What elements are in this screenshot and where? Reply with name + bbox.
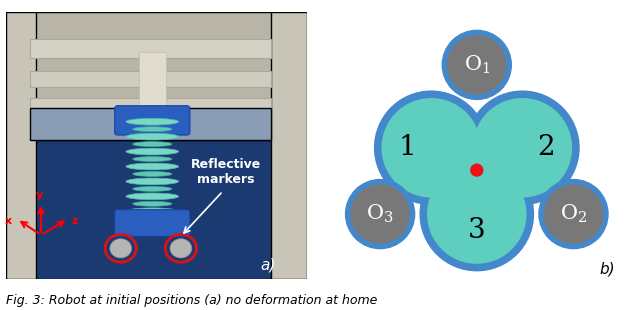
Ellipse shape	[126, 193, 179, 200]
Circle shape	[427, 164, 527, 264]
Ellipse shape	[132, 171, 172, 176]
Circle shape	[447, 35, 506, 95]
Text: y: y	[36, 190, 43, 200]
Circle shape	[351, 184, 410, 244]
FancyBboxPatch shape	[31, 39, 271, 58]
Text: 2: 2	[537, 134, 555, 161]
Text: $\mathregular{O_3}$: $\mathregular{O_3}$	[366, 203, 394, 225]
Text: $\mathregular{O_1}$: $\mathregular{O_1}$	[463, 54, 490, 76]
Circle shape	[473, 98, 572, 197]
Text: $\mathregular{O_2}$: $\mathregular{O_2}$	[560, 203, 587, 225]
FancyBboxPatch shape	[31, 108, 271, 140]
Ellipse shape	[126, 133, 179, 140]
Text: Fig. 3: Robot at initial positions (a) no deformation at home: Fig. 3: Robot at initial positions (a) n…	[6, 294, 378, 307]
Ellipse shape	[126, 178, 179, 185]
FancyBboxPatch shape	[6, 12, 36, 279]
FancyBboxPatch shape	[31, 71, 271, 87]
FancyBboxPatch shape	[31, 98, 271, 111]
Text: 3: 3	[468, 217, 486, 244]
Ellipse shape	[126, 148, 179, 155]
Ellipse shape	[132, 127, 172, 132]
Ellipse shape	[132, 142, 172, 147]
Circle shape	[345, 179, 415, 249]
Wedge shape	[462, 170, 492, 209]
Circle shape	[465, 91, 580, 205]
Wedge shape	[477, 141, 515, 170]
Ellipse shape	[126, 163, 179, 170]
Ellipse shape	[126, 118, 179, 125]
Text: b): b)	[599, 261, 615, 276]
Circle shape	[544, 184, 603, 244]
Wedge shape	[438, 141, 477, 170]
Text: 1: 1	[399, 134, 417, 161]
Circle shape	[538, 179, 609, 249]
Text: z: z	[71, 216, 77, 226]
FancyBboxPatch shape	[6, 140, 307, 279]
FancyBboxPatch shape	[271, 12, 307, 279]
Ellipse shape	[126, 208, 179, 215]
FancyBboxPatch shape	[115, 106, 190, 135]
Circle shape	[374, 91, 488, 205]
Ellipse shape	[132, 202, 172, 206]
Text: a): a)	[260, 257, 276, 272]
Circle shape	[381, 98, 481, 197]
Text: Reflective
markers: Reflective markers	[191, 158, 261, 186]
Circle shape	[442, 30, 512, 100]
Text: x: x	[5, 216, 12, 226]
FancyBboxPatch shape	[139, 52, 166, 111]
Ellipse shape	[132, 186, 172, 191]
Circle shape	[419, 157, 534, 271]
Circle shape	[170, 239, 192, 258]
Circle shape	[470, 163, 483, 177]
FancyBboxPatch shape	[6, 12, 307, 140]
Circle shape	[110, 239, 132, 258]
FancyBboxPatch shape	[115, 210, 190, 236]
Ellipse shape	[132, 157, 172, 162]
